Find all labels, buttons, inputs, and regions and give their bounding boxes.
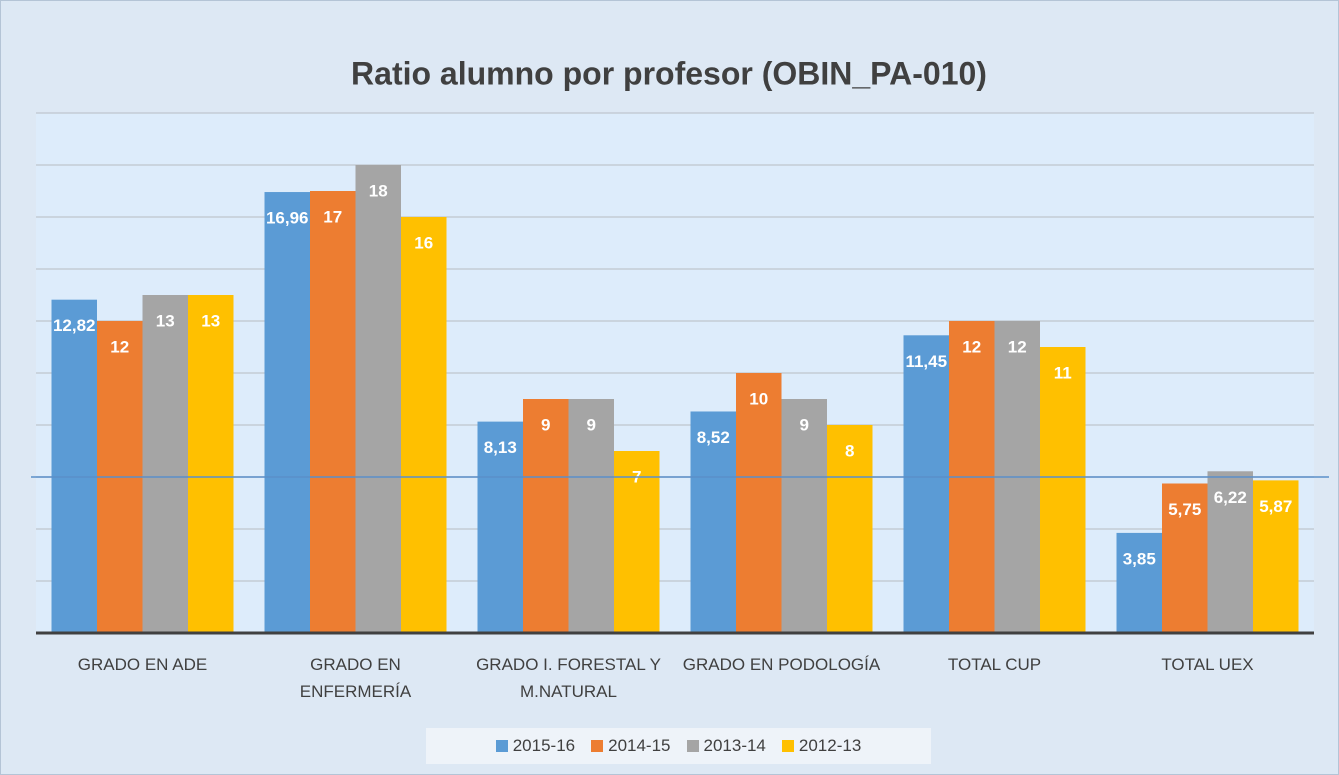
- value-label: 12: [110, 337, 129, 356]
- bar: [264, 192, 310, 634]
- x-tick-label: TOTAL UEX: [1161, 655, 1254, 674]
- value-label: 8,52: [697, 428, 730, 447]
- value-label: 8,13: [484, 438, 517, 457]
- chart-title: Ratio alumno por profesor (OBIN_PA-010): [351, 55, 987, 91]
- bar: [188, 295, 234, 633]
- legend-swatch: [781, 740, 794, 752]
- legend-label: 2012-13: [798, 736, 862, 755]
- x-tick-label: TOTAL CUP: [947, 655, 1042, 674]
- bar: [614, 451, 660, 633]
- value-label: 12: [1008, 337, 1027, 356]
- value-label: 12,82: [53, 316, 96, 335]
- bar: [1253, 480, 1299, 633]
- legend-swatch: [686, 740, 699, 752]
- value-label: 18: [369, 181, 388, 200]
- value-label: 9: [800, 415, 809, 434]
- bar: [310, 191, 356, 633]
- x-tick-label: GRADO EN ENFERMERÍA: [299, 655, 412, 701]
- legend-swatch: [495, 740, 508, 752]
- bar: [401, 217, 447, 633]
- bar: [51, 299, 97, 633]
- bar: [736, 373, 782, 633]
- value-label: 11,45: [905, 352, 947, 371]
- bar: [1040, 347, 1086, 633]
- value-label: 16: [414, 233, 433, 252]
- legend-item: 2015-16: [495, 736, 576, 756]
- bar: [355, 165, 401, 633]
- bar: [827, 425, 873, 633]
- legend-label: 2014-15: [608, 736, 671, 755]
- bar: [568, 399, 614, 633]
- value-label: 13: [201, 311, 220, 330]
- value-label: 3,85: [1123, 549, 1156, 568]
- bar: [690, 411, 736, 633]
- legend-item: 2014-15: [591, 736, 671, 756]
- x-tick-label: GRADO EN ADE: [77, 655, 208, 674]
- value-label: 13: [156, 311, 175, 330]
- bar: [1207, 471, 1253, 633]
- bar: [903, 335, 949, 633]
- bar: [477, 421, 523, 633]
- x-tick-label: GRADO I. FORESTAL Y M.NATURAL: [476, 655, 661, 701]
- value-label: 9: [541, 415, 550, 434]
- bar: [523, 399, 569, 633]
- legend-label: 2015-16: [512, 736, 576, 755]
- value-label: 17: [323, 207, 342, 226]
- bar: [142, 295, 188, 633]
- value-label: 5,87: [1259, 497, 1292, 516]
- legend-item: 2013-14: [686, 736, 766, 756]
- value-label: 9: [587, 415, 596, 434]
- value-label: 12: [962, 337, 981, 356]
- value-label: 11: [1054, 363, 1072, 382]
- bar: [1116, 532, 1162, 633]
- legend-swatch: [591, 740, 604, 752]
- value-label: 16,96: [266, 209, 309, 228]
- bar: [1162, 483, 1208, 633]
- value-label: 6,22: [1214, 488, 1247, 507]
- bar: [781, 399, 827, 633]
- value-label: 8: [845, 441, 854, 460]
- value-label: 10: [749, 389, 768, 408]
- legend: 2015-16 2014-15 2013-14 2012-13: [426, 728, 931, 764]
- x-tick-label: GRADO EN PODOLOGÍA: [682, 655, 881, 674]
- legend-item: 2012-13: [781, 736, 862, 756]
- legend-label: 2013-14: [703, 736, 766, 755]
- value-label: 5,75: [1168, 500, 1201, 519]
